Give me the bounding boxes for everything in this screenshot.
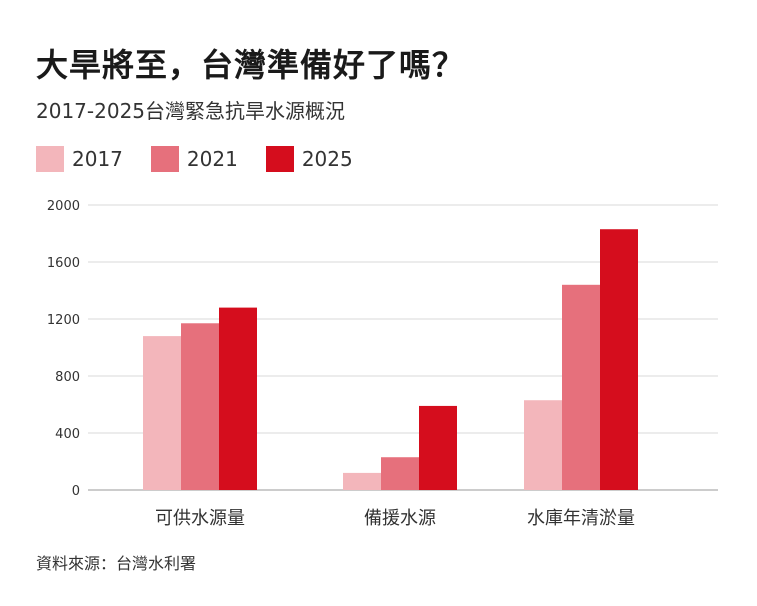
bar-2025-2: [600, 229, 638, 490]
x-category-label-1: 備援水源: [364, 508, 436, 529]
y-tick-label-400: 400: [55, 427, 80, 442]
y-tick-label-0: 0: [72, 484, 80, 499]
bar-2017-0: [143, 336, 181, 490]
source-note: 資料來源：台灣水利署: [36, 550, 196, 574]
y-tick-label-800: 800: [55, 370, 80, 385]
y-tick-label-2000: 2000: [47, 199, 80, 214]
bar-2025-0: [219, 308, 257, 490]
bar-2021-0: [181, 323, 219, 490]
x-category-label-0: 可供水源量: [155, 508, 245, 529]
y-tick-label-1200: 1200: [47, 313, 80, 328]
bar-2017-2: [524, 400, 562, 490]
bar-2017-1: [343, 473, 381, 490]
bar-2021-2: [562, 285, 600, 490]
y-tick-label-1600: 1600: [47, 256, 80, 271]
bar-2021-1: [381, 457, 419, 490]
x-category-label-2: 水庫年清淤量: [527, 508, 635, 529]
bar-2025-1: [419, 406, 457, 490]
